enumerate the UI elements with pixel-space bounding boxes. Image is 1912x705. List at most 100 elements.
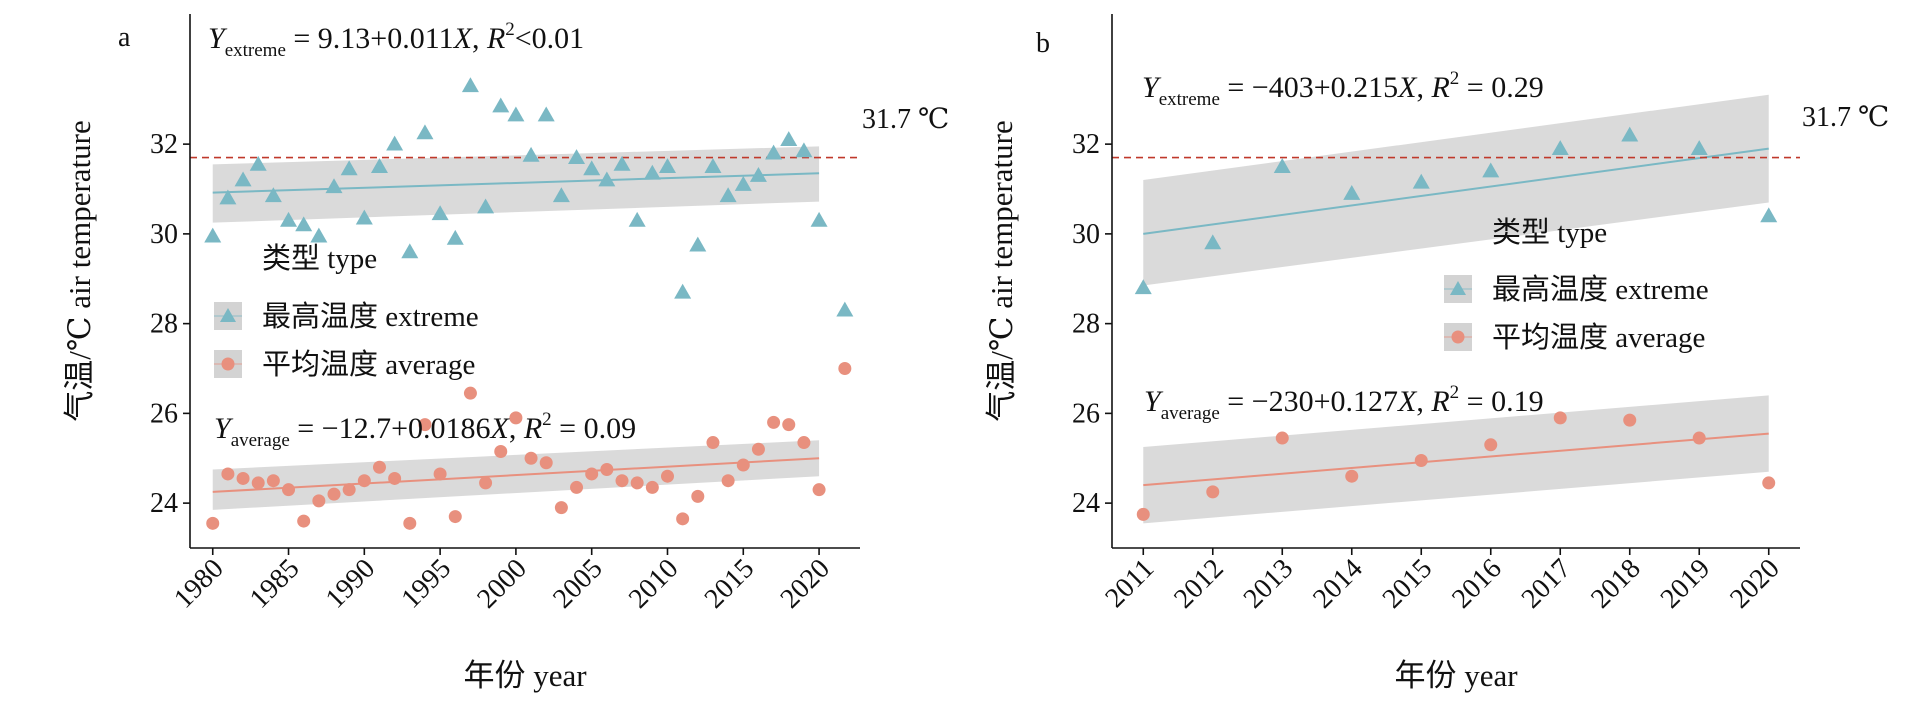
data-point-average <box>1484 438 1498 452</box>
legend-key-triangle <box>1450 281 1466 295</box>
y-tick-label: 24 <box>150 488 178 519</box>
legend-key-triangle <box>220 308 236 322</box>
data-point-average <box>448 510 462 524</box>
data-point-average <box>524 451 538 465</box>
panel-label: a <box>118 22 131 53</box>
data-point-average <box>236 471 250 485</box>
data-point-average <box>660 469 674 483</box>
fit-line <box>1143 432 1769 487</box>
data-point-average <box>782 418 796 432</box>
x-axis-label: 年份 year <box>1394 658 1518 693</box>
panel-a: 31.7 ℃ 24 26 28 30 32 1980 1985 1990 1995 2000 2005… <box>62 14 949 693</box>
data-point-extreme <box>628 211 646 227</box>
data-point-extreme <box>1134 279 1152 295</box>
y-tick-label: 26 <box>1072 398 1100 429</box>
y-tick-label: 28 <box>150 309 178 340</box>
data-point-extreme <box>765 144 783 160</box>
data-point-extreme <box>613 155 631 171</box>
data-point-extreme <box>734 176 752 191</box>
data-point-extreme <box>1273 158 1291 173</box>
y-axis-label: 气温/℃ air temperature <box>984 120 1019 422</box>
data-point-extreme <box>537 106 555 122</box>
data-point-extreme <box>325 178 343 194</box>
data-point-average <box>1275 431 1289 445</box>
data-point-average <box>266 474 280 488</box>
legend-title: 类型 type <box>1492 216 1607 249</box>
data-point-average <box>615 474 629 488</box>
reference-line-label: 31.7 ℃ <box>1802 102 1889 133</box>
data-point-average <box>1414 453 1428 467</box>
y-axis-label: 气温/℃ air temperature <box>62 120 97 422</box>
legend-entry: 最高温度 extreme <box>262 300 479 333</box>
x-tick-label: 2014 <box>1307 553 1369 615</box>
data-point-extreme <box>461 77 479 93</box>
regression-equation-extreme: Yextreme = −403+0.215X, R2 = 0.29 <box>1142 68 1544 110</box>
data-point-average <box>509 411 523 425</box>
fit-line <box>212 457 820 493</box>
data-point-extreme <box>219 189 237 205</box>
data-point-extreme <box>431 205 449 221</box>
data-point-extreme <box>204 227 222 243</box>
reference-line-label: 31.7 ℃ <box>862 104 949 135</box>
data-point-average <box>206 516 220 530</box>
y-tick-label: 24 <box>1072 488 1100 519</box>
data-point-extreme <box>1482 162 1500 178</box>
data-point-average <box>676 512 690 526</box>
data-point-extreme <box>264 187 282 203</box>
data-point-average <box>751 442 765 456</box>
legend-entry: 平均温度 average <box>1492 321 1705 354</box>
data-point-average <box>1345 469 1359 483</box>
data-point-average <box>433 467 447 481</box>
x-tick-label: 2019 <box>1655 553 1717 615</box>
regression-equation-average: Yaverage = −12.7+0.0186X, R2 = 0.09 <box>214 409 636 451</box>
legend-entry: 平均温度 average <box>262 348 475 381</box>
data-point-extreme <box>234 171 252 187</box>
data-point-average <box>463 386 477 400</box>
data-point-average <box>342 483 356 497</box>
data-point-average <box>630 476 644 490</box>
panel-label: b <box>1036 28 1050 59</box>
data-point-average <box>312 494 326 508</box>
y-tick-label: 28 <box>1072 309 1100 340</box>
data-point-average <box>479 476 493 490</box>
x-tick-label: 2020 <box>1724 553 1786 615</box>
regression-equation-average: Yaverage = −230+0.127X, R2 = 0.19 <box>1144 382 1544 424</box>
x-tick-label: 2005 <box>547 553 609 615</box>
confidence-band <box>1143 94 1769 286</box>
data-point-extreme <box>355 209 373 225</box>
x-tick-label: 1980 <box>168 553 230 615</box>
data-point-average <box>585 467 599 481</box>
data-point-average <box>1762 476 1776 490</box>
data-point-extreme <box>401 243 419 259</box>
x-tick-label: 2020 <box>775 553 837 615</box>
data-point-average <box>1206 485 1220 499</box>
x-tick-label: 1995 <box>396 553 458 615</box>
data-point-average <box>706 436 720 450</box>
data-point-average <box>570 480 584 494</box>
data-point-extreme <box>1551 140 1569 155</box>
data-point-extreme <box>552 187 570 203</box>
data-point-extreme <box>810 211 828 227</box>
regression-equation-extreme: Yextreme = 9.13+0.011X, R2<0.01 <box>208 19 584 61</box>
x-axis-label: 年份 year <box>463 658 587 693</box>
y-tick-label: 26 <box>150 398 178 429</box>
data-point-average <box>251 476 265 490</box>
data-point-extreme <box>340 160 358 176</box>
data-point-extreme <box>1690 140 1708 155</box>
data-point-average <box>282 483 296 497</box>
data-point-extreme <box>249 155 267 171</box>
data-point-extreme <box>658 158 676 173</box>
x-tick-label: 2013 <box>1238 553 1300 615</box>
data-point-extreme <box>370 158 388 173</box>
x-tick-label: 2016 <box>1446 553 1508 615</box>
data-point-extreme <box>416 124 434 140</box>
data-point-average <box>797 436 811 450</box>
data-point-extreme <box>1412 173 1430 189</box>
data-point-average <box>812 483 826 497</box>
data-point-average <box>539 456 553 470</box>
data-point-average <box>600 462 614 476</box>
data-point-extreme <box>280 211 298 227</box>
x-tick-label: 2018 <box>1585 553 1647 615</box>
data-point-average <box>327 487 341 501</box>
